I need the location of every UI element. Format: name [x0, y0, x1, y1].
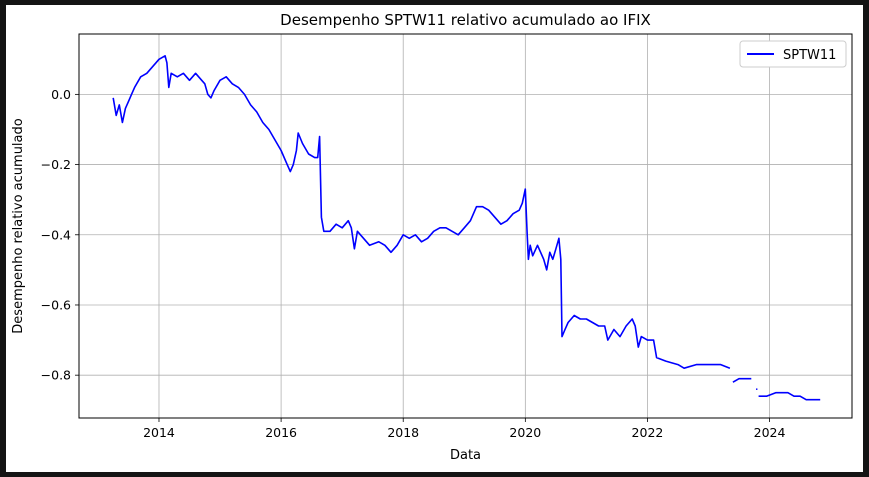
- y-axis: 0.0 −0.2 −0.4 −0.6 −0.8: [41, 87, 79, 383]
- x-axis-label: Data: [450, 448, 481, 463]
- x-tick-label: 2014: [143, 425, 175, 440]
- y-tick-label: −0.2: [41, 157, 71, 172]
- y-tick-label: −0.8: [41, 368, 71, 383]
- series-line-sptw11: [732, 377, 752, 383]
- figure-frame: 2014 2016 2018 2020 2022 2024 0.0 −0.2 −0.4 −0.6…: [6, 5, 863, 472]
- x-tick-label: 2018: [387, 425, 419, 440]
- y-tick-label: −0.4: [41, 227, 71, 242]
- x-tick-label: 2024: [754, 425, 786, 440]
- series-line-sptw11: [758, 391, 821, 401]
- chart-svg: 2014 2016 2018 2020 2022 2024 0.0 −0.2 −0.4 −0.6…: [11, 11, 853, 463]
- series-line-sptw11: [112, 55, 731, 369]
- x-tick-label: 2016: [265, 425, 297, 440]
- y-tick-label: −0.6: [41, 297, 71, 312]
- x-tick-label: 2020: [509, 425, 541, 440]
- x-tick-label: 2022: [632, 425, 664, 440]
- x-axis: 2014 2016 2018 2020 2022 2024: [143, 418, 786, 440]
- y-tick-label: 0.0: [51, 87, 71, 102]
- axes-box: [78, 33, 853, 419]
- plot-area: [112, 55, 821, 401]
- y-axis-label: Desempenho relativo acumulado: [11, 118, 26, 333]
- legend: SPTW11: [739, 40, 847, 68]
- legend-box: [739, 40, 847, 68]
- chart-title: Desempenho SPTW11 relativo acumulado ao …: [280, 11, 651, 29]
- legend-label-sptw11: SPTW11: [783, 48, 836, 63]
